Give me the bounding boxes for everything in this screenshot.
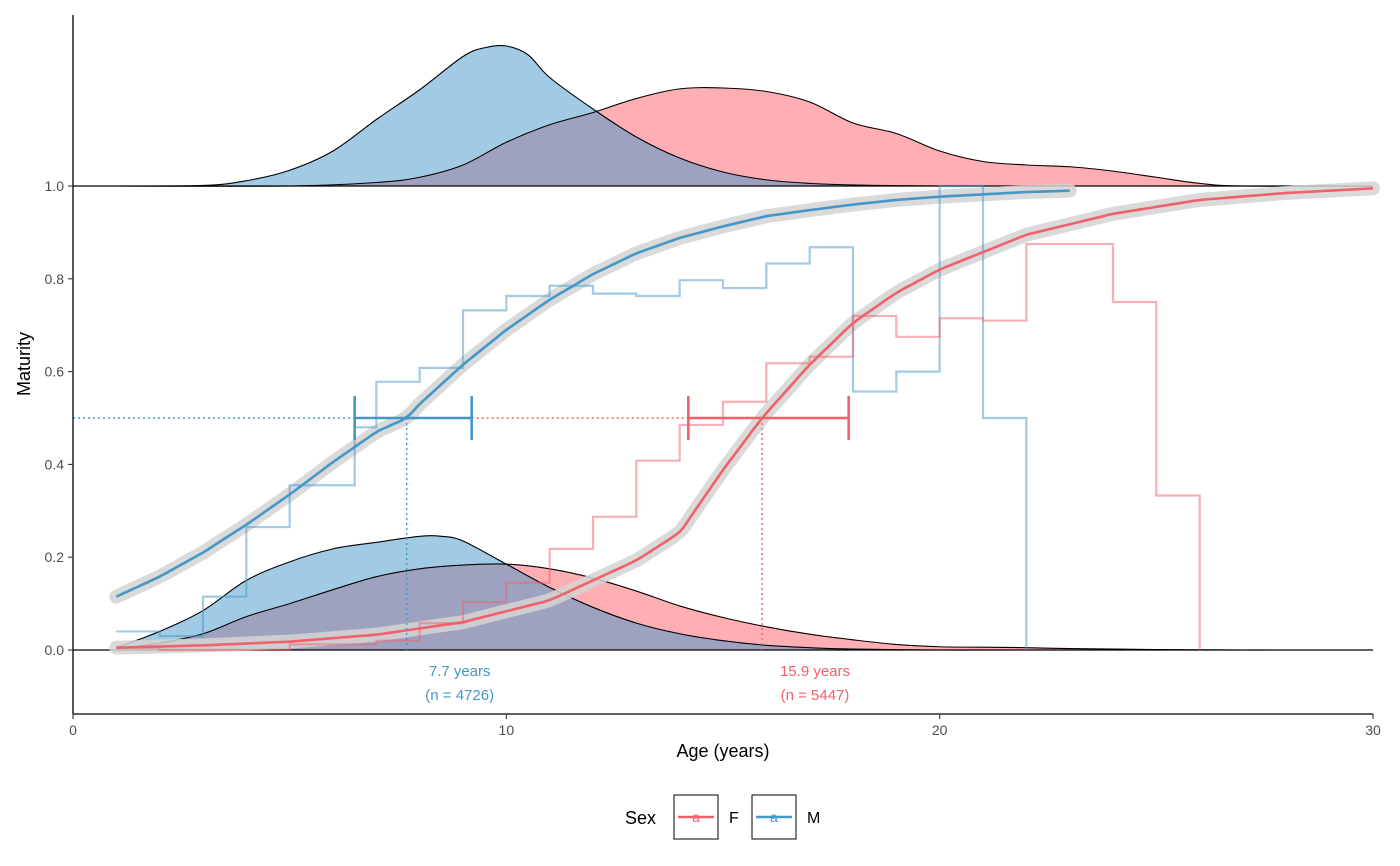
logistic-fit-curves: [115, 187, 1374, 649]
y-tick-label: 0.0: [45, 642, 65, 658]
logistic-curve-f: [116, 187, 1374, 649]
legend-title: Sex: [625, 808, 656, 828]
y-axis-title: Maturity: [14, 332, 34, 396]
logistic-curve-m: [115, 189, 1070, 598]
x-tick-label: 0: [69, 722, 77, 738]
observed-steps-f: [116, 242, 1201, 652]
legend-item-f: a F: [673, 794, 739, 840]
l50-annotations: 7.7 years (n = 4726) 15.9 years (n = 5447): [425, 663, 850, 704]
y-tick-label: 0.8: [45, 271, 65, 287]
x-axis-title: Age (years): [676, 741, 769, 761]
l50-label-f: 15.9 years: [780, 663, 850, 680]
top-density-m: [116, 45, 940, 187]
y-tick-label: 0.4: [45, 456, 65, 472]
y-tick-label: 1.0: [45, 178, 65, 194]
bottom-density-f-outline: [116, 563, 1373, 651]
top-density-f-outline: [116, 87, 1374, 187]
x-tick-label: 10: [499, 722, 515, 738]
legend-label-m: M: [807, 810, 820, 827]
legend: Sex a F a M: [625, 794, 820, 840]
l50-markers: [73, 396, 850, 650]
y-tick-label: 0.6: [45, 364, 65, 380]
x-tick-label: 20: [932, 722, 948, 738]
l50-n-label-f: (n = 5447): [781, 687, 850, 704]
top-density-f: [116, 87, 1374, 187]
legend-key-glyph-m: a: [770, 809, 778, 825]
top-density-m-outline: [116, 44, 940, 187]
legend-label-f: F: [729, 810, 739, 827]
l50-n-label-m: (n = 4726): [425, 687, 494, 704]
y-tick-label: 0.2: [45, 549, 65, 565]
axes: [72, 15, 1373, 715]
legend-item-m: a M: [751, 794, 820, 840]
axis-ticks: 0 10 20 30 0.0 0.2 0.4 0.6 0.8 1.0: [45, 178, 1381, 738]
density-layer: [73, 44, 1374, 651]
legend-key-glyph-f: a: [692, 809, 700, 825]
x-tick-label: 30: [1365, 722, 1381, 738]
l50-label-m: 7.7 years: [429, 663, 491, 680]
